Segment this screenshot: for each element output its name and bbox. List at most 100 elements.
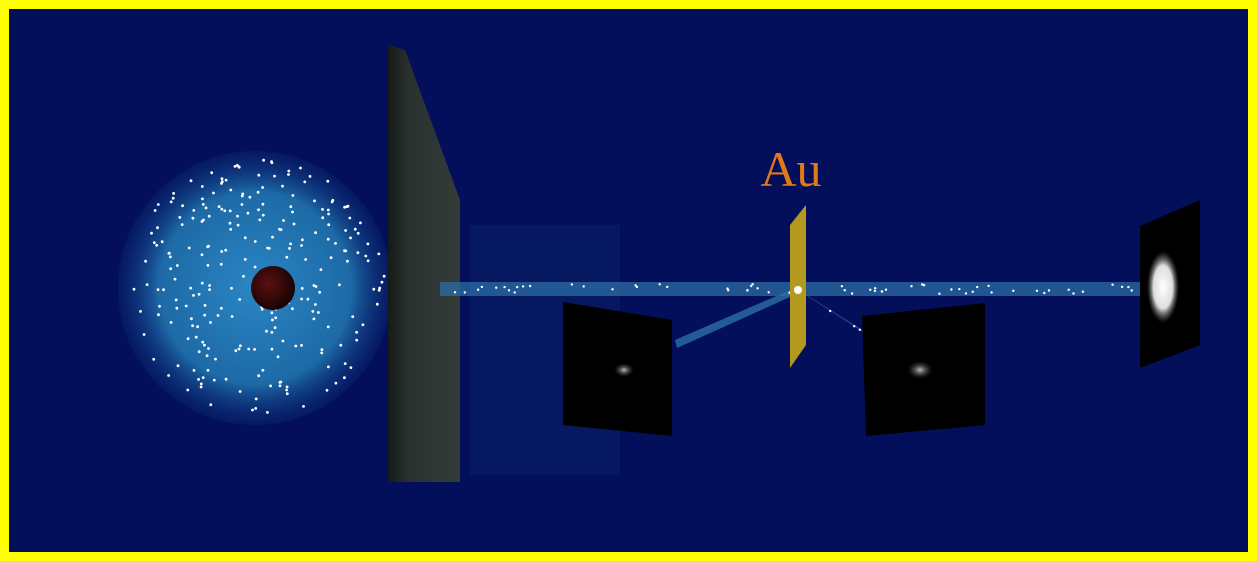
particle bbox=[287, 173, 290, 176]
particle bbox=[220, 207, 224, 211]
particle bbox=[366, 259, 370, 263]
particle bbox=[192, 369, 196, 372]
particle bbox=[355, 330, 358, 334]
collision-spot bbox=[794, 286, 802, 294]
particle bbox=[321, 208, 324, 211]
particle bbox=[206, 368, 210, 372]
particle bbox=[291, 307, 294, 311]
particle bbox=[829, 309, 832, 313]
particle bbox=[480, 285, 484, 289]
particle bbox=[287, 169, 291, 173]
particle bbox=[175, 306, 179, 310]
particle bbox=[1067, 288, 1070, 291]
particle bbox=[246, 211, 250, 215]
particle bbox=[180, 223, 184, 227]
particle bbox=[327, 212, 330, 216]
particle bbox=[312, 317, 316, 321]
particle bbox=[206, 264, 210, 267]
particle bbox=[233, 165, 237, 168]
particle bbox=[169, 321, 173, 324]
particle bbox=[257, 208, 260, 212]
particle bbox=[958, 287, 961, 291]
particle bbox=[382, 274, 386, 278]
particle bbox=[476, 288, 480, 291]
particle bbox=[727, 289, 730, 292]
particle bbox=[201, 340, 205, 344]
particle bbox=[334, 242, 337, 245]
particle bbox=[200, 253, 204, 257]
particle bbox=[228, 209, 232, 213]
particle bbox=[281, 184, 284, 188]
particle bbox=[366, 242, 370, 246]
particle bbox=[361, 323, 365, 327]
particle bbox=[320, 351, 324, 355]
particle bbox=[271, 318, 274, 322]
particle bbox=[873, 289, 877, 293]
particle bbox=[314, 285, 318, 288]
particle bbox=[658, 283, 661, 286]
particle bbox=[327, 365, 330, 369]
particle bbox=[331, 198, 335, 202]
particle bbox=[254, 397, 258, 401]
particle bbox=[302, 405, 305, 408]
particle bbox=[197, 350, 201, 354]
particle bbox=[187, 246, 191, 250]
particle bbox=[938, 292, 941, 295]
particle bbox=[326, 237, 330, 241]
particle bbox=[291, 210, 294, 214]
particle bbox=[1111, 283, 1114, 286]
particle bbox=[513, 291, 516, 294]
particle bbox=[767, 291, 770, 294]
particle bbox=[200, 220, 204, 223]
particle bbox=[453, 291, 457, 294]
particle bbox=[192, 209, 196, 212]
particle bbox=[314, 231, 317, 235]
particle bbox=[349, 366, 353, 369]
particle bbox=[372, 287, 376, 291]
particle bbox=[334, 381, 338, 385]
particle bbox=[319, 268, 323, 271]
particle bbox=[207, 347, 210, 350]
particle bbox=[349, 236, 352, 240]
particle bbox=[220, 250, 224, 253]
particle bbox=[321, 216, 325, 220]
particle bbox=[750, 284, 753, 288]
particle bbox=[219, 262, 223, 266]
particle bbox=[378, 286, 382, 290]
particle bbox=[235, 164, 239, 167]
particle bbox=[751, 283, 754, 286]
particle bbox=[635, 285, 639, 289]
particle bbox=[247, 347, 251, 351]
particle bbox=[1081, 290, 1085, 293]
particle bbox=[167, 251, 171, 255]
particle bbox=[311, 310, 315, 313]
particle bbox=[224, 178, 228, 182]
particle bbox=[181, 204, 185, 208]
particle bbox=[950, 288, 953, 291]
particle bbox=[228, 221, 232, 225]
particle bbox=[292, 222, 296, 226]
particle bbox=[267, 247, 271, 250]
particle bbox=[300, 297, 303, 301]
particle bbox=[248, 195, 252, 199]
particle bbox=[243, 258, 247, 261]
particle bbox=[346, 259, 349, 263]
particle bbox=[201, 203, 205, 206]
particle bbox=[169, 200, 173, 204]
particle bbox=[276, 355, 280, 359]
particle bbox=[503, 285, 506, 289]
particle bbox=[209, 403, 213, 407]
particle bbox=[858, 328, 861, 331]
particle bbox=[300, 344, 303, 347]
particle bbox=[312, 284, 316, 287]
particle bbox=[279, 380, 283, 384]
particle bbox=[241, 192, 245, 196]
particle bbox=[158, 304, 161, 308]
particle bbox=[325, 388, 329, 392]
particle bbox=[145, 283, 149, 286]
particle bbox=[176, 364, 180, 368]
particle bbox=[634, 284, 637, 287]
particle bbox=[210, 171, 214, 175]
particle bbox=[326, 179, 330, 183]
